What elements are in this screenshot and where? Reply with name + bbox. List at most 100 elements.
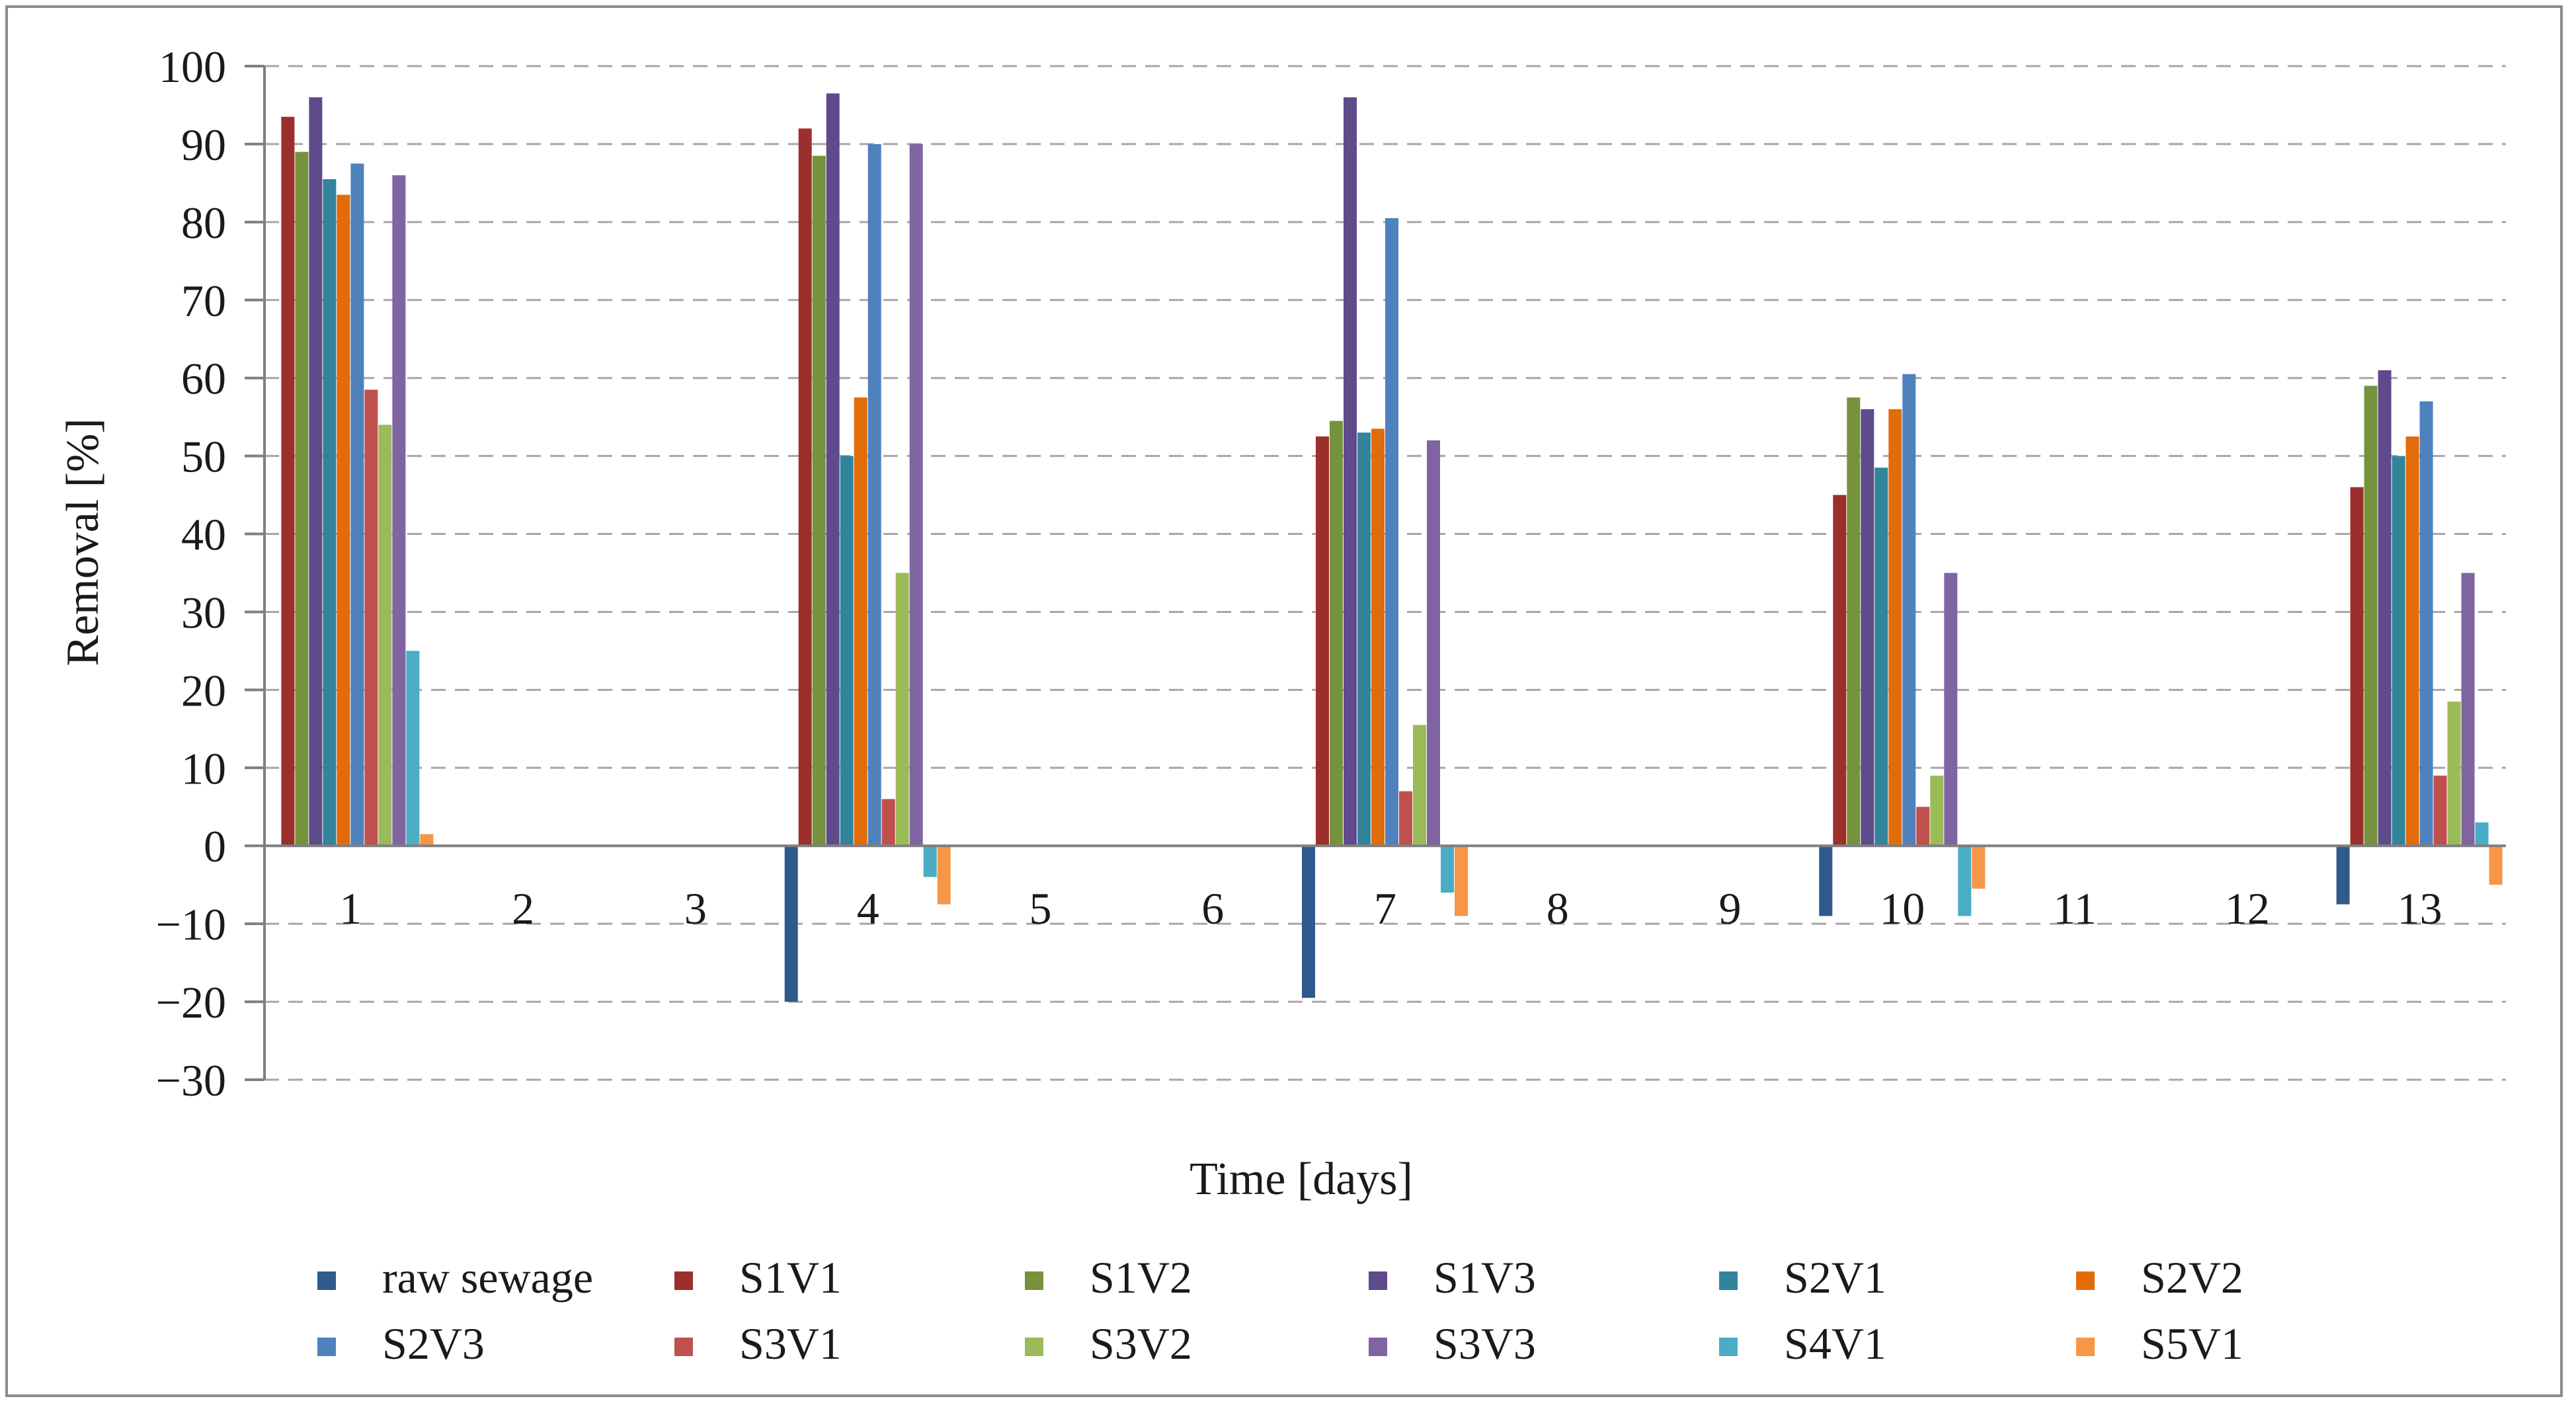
bars bbox=[264, 93, 2506, 1002]
bar-s1v3-day-7 bbox=[1344, 97, 1357, 846]
bar-s1v1-day-1 bbox=[281, 116, 295, 846]
y-tick-label: 0 bbox=[204, 821, 226, 871]
y-tick-label: 40 bbox=[181, 510, 226, 560]
legend-swatch bbox=[1369, 1338, 1387, 1356]
bar-s2v3-day-13 bbox=[2419, 401, 2433, 846]
bar-s4v1-day-10 bbox=[1958, 846, 1972, 916]
bar-s5v1-day-4 bbox=[937, 846, 951, 905]
bar-s2v2-day-4 bbox=[854, 397, 867, 846]
bar-s3v1-day-1 bbox=[364, 389, 378, 846]
bar-s2v1-day-7 bbox=[1357, 432, 1371, 846]
x-category-label: 2 bbox=[512, 883, 534, 934]
bar-s5v1-day-10 bbox=[1972, 846, 1986, 889]
bar-s2v3-day-4 bbox=[867, 143, 881, 846]
bar-s5v1-day-7 bbox=[1455, 846, 1468, 916]
bar-s3v1-day-4 bbox=[881, 799, 895, 846]
x-category-label: 10 bbox=[1880, 883, 1925, 934]
bar-s4v1-day-4 bbox=[923, 846, 937, 877]
x-category-label: 5 bbox=[1029, 883, 1051, 934]
bar-s1v2-day-1 bbox=[295, 151, 309, 846]
y-tick-label: 50 bbox=[181, 432, 226, 482]
legend-label: S2V1 bbox=[1784, 1252, 1886, 1303]
legend-swatch bbox=[1369, 1271, 1387, 1290]
x-category-label: 12 bbox=[2225, 883, 2270, 934]
legend-label: S3V2 bbox=[1090, 1318, 1192, 1369]
bar-s1v3-day-10 bbox=[1861, 409, 1874, 846]
bar-s2v2-day-13 bbox=[2405, 436, 2419, 846]
legend-swatch bbox=[1025, 1271, 1043, 1290]
bar-s4v1-day-13 bbox=[2475, 822, 2489, 846]
y-tick-label: 70 bbox=[181, 276, 226, 326]
y-tick-label: 30 bbox=[181, 587, 226, 637]
bar-raw-sewage-day-4 bbox=[784, 846, 798, 1002]
y-tick-label: −30 bbox=[156, 1055, 226, 1106]
bar-s1v2-day-7 bbox=[1330, 421, 1343, 846]
legend-label: S2V2 bbox=[2141, 1252, 2243, 1303]
y-tick-label: 10 bbox=[181, 743, 226, 793]
bar-s4v1-day-1 bbox=[406, 651, 420, 846]
x-axis-title: Time [days] bbox=[1189, 1154, 1413, 1205]
bar-s4v1-day-7 bbox=[1441, 846, 1454, 893]
legend-label: S3V1 bbox=[739, 1318, 842, 1369]
bar-s3v3-day-10 bbox=[1944, 573, 1958, 846]
bar-s3v3-day-1 bbox=[392, 175, 406, 846]
x-category-labels: 1 2 3 4 5 6 7 8 9 10 11 12 13 bbox=[339, 883, 2442, 934]
bar-raw-sewage-day-10 bbox=[1819, 846, 1833, 916]
bar-s1v1-day-7 bbox=[1316, 436, 1329, 846]
legend-label: S1V3 bbox=[1433, 1252, 1536, 1303]
bar-s2v3-day-1 bbox=[350, 163, 364, 846]
y-tick-label: 100 bbox=[159, 42, 226, 92]
x-category-label: 4 bbox=[857, 883, 879, 934]
x-category-label: 11 bbox=[2053, 883, 2096, 934]
bar-s1v1-day-10 bbox=[1833, 495, 1847, 846]
bar-s5v1-day-1 bbox=[420, 834, 434, 846]
y-tick-label: 20 bbox=[181, 665, 226, 715]
bar-s2v1-day-10 bbox=[1874, 467, 1888, 846]
bar-s1v3-day-1 bbox=[309, 97, 323, 846]
y-tick-label: 80 bbox=[181, 198, 226, 248]
bar-s2v1-day-13 bbox=[2392, 456, 2405, 846]
bar-s1v3-day-4 bbox=[826, 93, 840, 846]
legend-swatch bbox=[674, 1271, 693, 1290]
bar-s2v3-day-10 bbox=[1902, 374, 1916, 846]
chart-frame bbox=[5, 5, 2563, 1397]
bar-raw-sewage-day-13 bbox=[2336, 846, 2350, 905]
x-category-label: 7 bbox=[1374, 883, 1396, 934]
legend-swatch bbox=[674, 1338, 693, 1356]
y-tick-label: 90 bbox=[181, 120, 226, 170]
bar-s1v2-day-10 bbox=[1847, 397, 1861, 846]
bar-s2v2-day-1 bbox=[337, 194, 350, 846]
legend-swatch bbox=[1719, 1338, 1738, 1356]
bar-s1v2-day-13 bbox=[2364, 385, 2378, 846]
bar-s1v1-day-4 bbox=[798, 128, 812, 846]
x-category-label: 9 bbox=[1719, 883, 1742, 934]
bar-s2v1-day-1 bbox=[323, 179, 337, 846]
legend-label: S1V2 bbox=[1090, 1252, 1192, 1303]
bar-s3v2-day-7 bbox=[1413, 725, 1426, 846]
y-tick-label: 60 bbox=[181, 354, 226, 404]
bar-s1v3-day-13 bbox=[2378, 370, 2392, 846]
bar-s2v1-day-4 bbox=[840, 456, 854, 846]
bar-s5v1-day-13 bbox=[2489, 846, 2503, 885]
legend-swatch bbox=[317, 1271, 336, 1290]
y-tick-label: −20 bbox=[156, 977, 226, 1027]
bar-s2v3-day-7 bbox=[1385, 218, 1398, 846]
bar-s1v2-day-4 bbox=[812, 155, 826, 846]
legend-label: S2V3 bbox=[382, 1318, 485, 1369]
legend-swatch bbox=[317, 1338, 336, 1356]
legend-swatch bbox=[1025, 1338, 1043, 1356]
bar-s3v1-day-7 bbox=[1399, 791, 1412, 846]
x-category-label: 8 bbox=[1547, 883, 1569, 934]
bar-s1v1-day-13 bbox=[2350, 487, 2364, 846]
legend-label: raw sewage bbox=[382, 1252, 593, 1303]
legend-label: S1V1 bbox=[739, 1252, 842, 1303]
x-category-label: 6 bbox=[1201, 883, 1224, 934]
bar-s3v1-day-10 bbox=[1916, 807, 1930, 846]
bar-s3v3-day-4 bbox=[909, 143, 923, 846]
bar-s2v2-day-7 bbox=[1371, 428, 1385, 846]
x-category-label: 13 bbox=[2397, 883, 2442, 934]
legend-swatch bbox=[1719, 1271, 1738, 1290]
bar-s3v2-day-1 bbox=[378, 424, 392, 846]
